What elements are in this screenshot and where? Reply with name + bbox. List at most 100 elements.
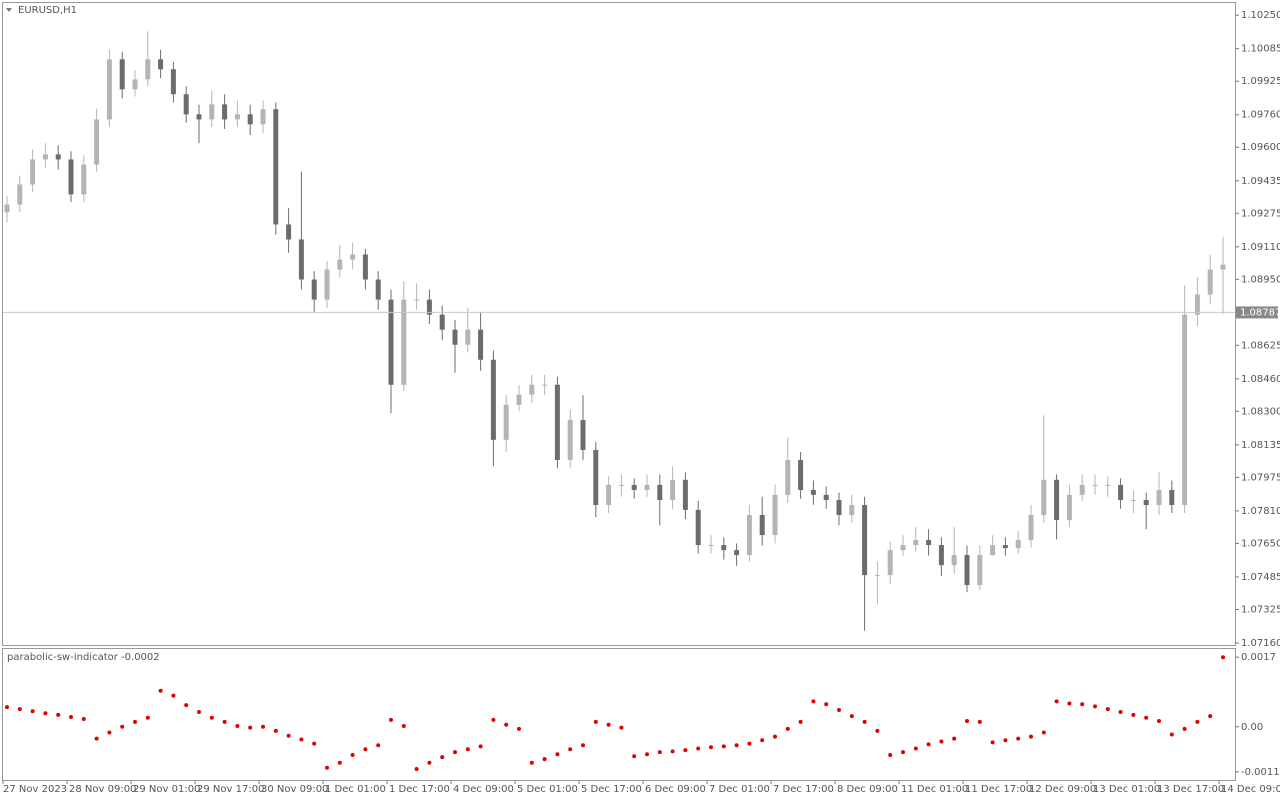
indicator-dot: [773, 734, 777, 739]
candle-body: [362, 254, 368, 280]
indicator-dot: [1131, 712, 1136, 717]
candle-body: [618, 484, 624, 486]
candle-body: [273, 109, 279, 225]
y-tick-label: 1.10085: [1241, 44, 1280, 55]
indicator-dot: [1029, 734, 1033, 739]
indicator-dot: [337, 760, 342, 765]
indicator-dot: [209, 715, 214, 720]
y-tick-label: 1.08460: [1241, 374, 1280, 385]
y-tick-label: 1.07485: [1241, 572, 1280, 583]
y-tick-label: 1.07650: [1241, 538, 1280, 549]
candle-body: [183, 94, 189, 115]
indicator-dot: [862, 719, 867, 724]
indicator-dot: [427, 760, 432, 765]
y-tick-label: 1.09600: [1241, 142, 1280, 153]
candle-body: [938, 545, 944, 566]
candle-body: [874, 575, 880, 577]
candle-body: [17, 184, 23, 205]
candle-body: [401, 299, 407, 385]
x-tick-label: 5 Dec 01:00: [517, 784, 578, 795]
indicator-dot: [81, 717, 86, 722]
x-tick-label: 4 Dec 09:00: [453, 784, 514, 795]
y-tick-label: 1.07810: [1241, 506, 1280, 517]
indicator-dot: [504, 722, 509, 727]
indicator-frame: [2, 648, 1236, 781]
candle-body: [682, 479, 688, 510]
indicator-dot: [913, 746, 918, 751]
indicator-dot: [1144, 715, 1149, 720]
indicator-dot: [465, 747, 470, 752]
indicator-dot: [145, 715, 150, 720]
indicator-dot: [811, 699, 816, 704]
candle-body: [375, 279, 381, 300]
y-tick-label: 1.08135: [1241, 440, 1280, 451]
indicator-title: parabolic-sw-indicator -0.0002: [7, 652, 160, 663]
indicator-dot: [798, 719, 803, 724]
candle-body: [426, 299, 432, 315]
y-tick-label: 1.08300: [1241, 406, 1280, 417]
candle-body: [132, 79, 138, 90]
candle-body: [350, 254, 356, 260]
x-tick-label: 30 Nov 09:00: [261, 784, 328, 795]
indicator-dot: [56, 712, 61, 717]
candle-body: [247, 114, 253, 125]
candle-body: [42, 154, 48, 160]
candle-body: [862, 505, 868, 576]
candle-body: [298, 239, 304, 280]
y-tick-label: 1.10250: [1241, 10, 1280, 21]
current-price-box: [1236, 306, 1278, 319]
x-tick-label: 14 Dec 09:00: [1221, 784, 1280, 795]
candle-body: [1079, 484, 1085, 495]
indicator-dot: [491, 717, 496, 722]
candle-body: [503, 404, 509, 440]
indicator-dot: [197, 710, 201, 715]
indicator-dot: [824, 702, 829, 707]
menu-arrow[interactable]: [6, 8, 12, 12]
candle-body: [977, 554, 983, 586]
indicator-dot: [670, 749, 675, 754]
candle-body: [670, 479, 676, 500]
indicator-dot: [1169, 732, 1174, 737]
candle-body: [695, 509, 701, 546]
candle-body: [1220, 264, 1226, 270]
indicator-dot: [120, 724, 125, 729]
candle-body: [580, 419, 586, 450]
candle-body: [388, 299, 394, 385]
indicator-dot: [542, 757, 547, 762]
indicator-dot: [325, 765, 329, 770]
indicator-dot: [849, 714, 854, 719]
candle-body: [145, 59, 151, 80]
y-tick-label: 1.07975: [1241, 472, 1280, 483]
indicator-dot: [1067, 701, 1072, 706]
indicator-dot: [1118, 710, 1123, 715]
candle-body: [1130, 499, 1136, 501]
candle-body: [414, 299, 420, 301]
candle-body: [1105, 484, 1111, 486]
candle-body: [55, 154, 61, 160]
candle-body: [926, 539, 932, 546]
indicator-dot: [389, 717, 393, 722]
candle-body: [68, 159, 74, 195]
indicator-dot: [1080, 702, 1085, 707]
candle-body: [260, 109, 266, 125]
y-tick-label: 1.08950: [1241, 274, 1280, 285]
candle-body: [196, 114, 202, 120]
candle-body: [1143, 499, 1149, 506]
candle-body: [1194, 294, 1200, 315]
indicator-dot: [875, 728, 880, 733]
indicator-dot: [414, 766, 419, 771]
indicator-dot: [645, 752, 649, 757]
candle-body: [734, 550, 740, 555]
candle-body: [439, 314, 445, 330]
x-tick-label: 28 Nov 09:00: [69, 784, 136, 795]
indicator-dot: [133, 719, 137, 724]
x-tick-label: 11 Dec 01:00: [901, 784, 968, 795]
candle-body: [516, 394, 522, 405]
candle-body: [785, 459, 791, 495]
candle-body: [158, 59, 164, 70]
candle-body: [721, 545, 727, 551]
indicator-dot: [440, 755, 445, 760]
indicator-dot: [939, 739, 944, 744]
indicator-dot: [747, 741, 752, 746]
